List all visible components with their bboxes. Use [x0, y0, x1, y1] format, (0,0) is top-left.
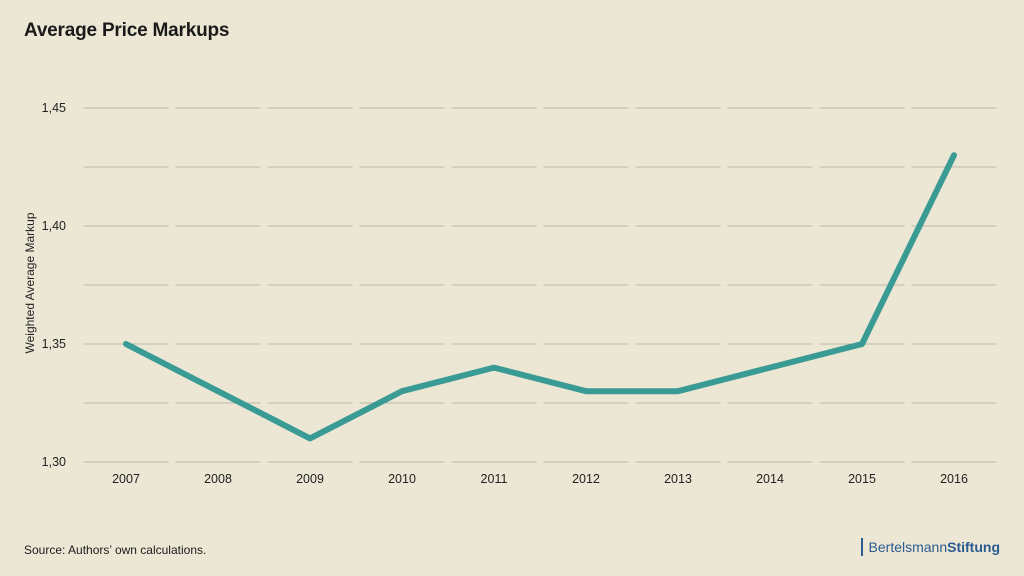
- x-tick-label: 2011: [481, 472, 508, 486]
- bertelsmann-logo: Bertelsmann Stiftung: [860, 538, 1000, 556]
- y-tick-label: 1,45: [42, 101, 66, 115]
- series-line: [123, 152, 957, 442]
- logo-text-part1: Bertelsmann: [868, 539, 948, 555]
- source-note: Source: Authors’ own calculations.: [24, 543, 207, 557]
- logo-bar-icon: [860, 538, 863, 556]
- x-axis-ticks: 2007 2008 2009 2010 2011 2012 2013 2014 2015 2016: [112, 472, 968, 486]
- y-axis-ticks: 1,30 1,35 1,40 1,45: [42, 101, 66, 469]
- y-axis-label: Weighted Average Markup: [23, 212, 37, 353]
- x-tick-label: 2012: [572, 472, 600, 486]
- x-tick-label: 2016: [940, 472, 968, 486]
- chart-title: Average Price Markups: [24, 20, 230, 41]
- x-tick-label: 2015: [848, 472, 876, 486]
- y-tick-label: 1,40: [42, 219, 66, 233]
- y-tick-label: 1,35: [42, 337, 66, 351]
- x-tick-label: 2014: [756, 472, 784, 486]
- y-tick-label: 1,30: [42, 455, 66, 469]
- x-tick-label: 2010: [388, 472, 416, 486]
- x-tick-label: 2007: [112, 472, 140, 486]
- x-tick-label: 2009: [296, 472, 324, 486]
- logo-text-part2: Stiftung: [947, 539, 1000, 555]
- x-tick-label: 2008: [204, 472, 232, 486]
- series-group: [123, 152, 957, 442]
- gridlines: [83, 107, 997, 463]
- x-tick-label: 2013: [664, 472, 692, 486]
